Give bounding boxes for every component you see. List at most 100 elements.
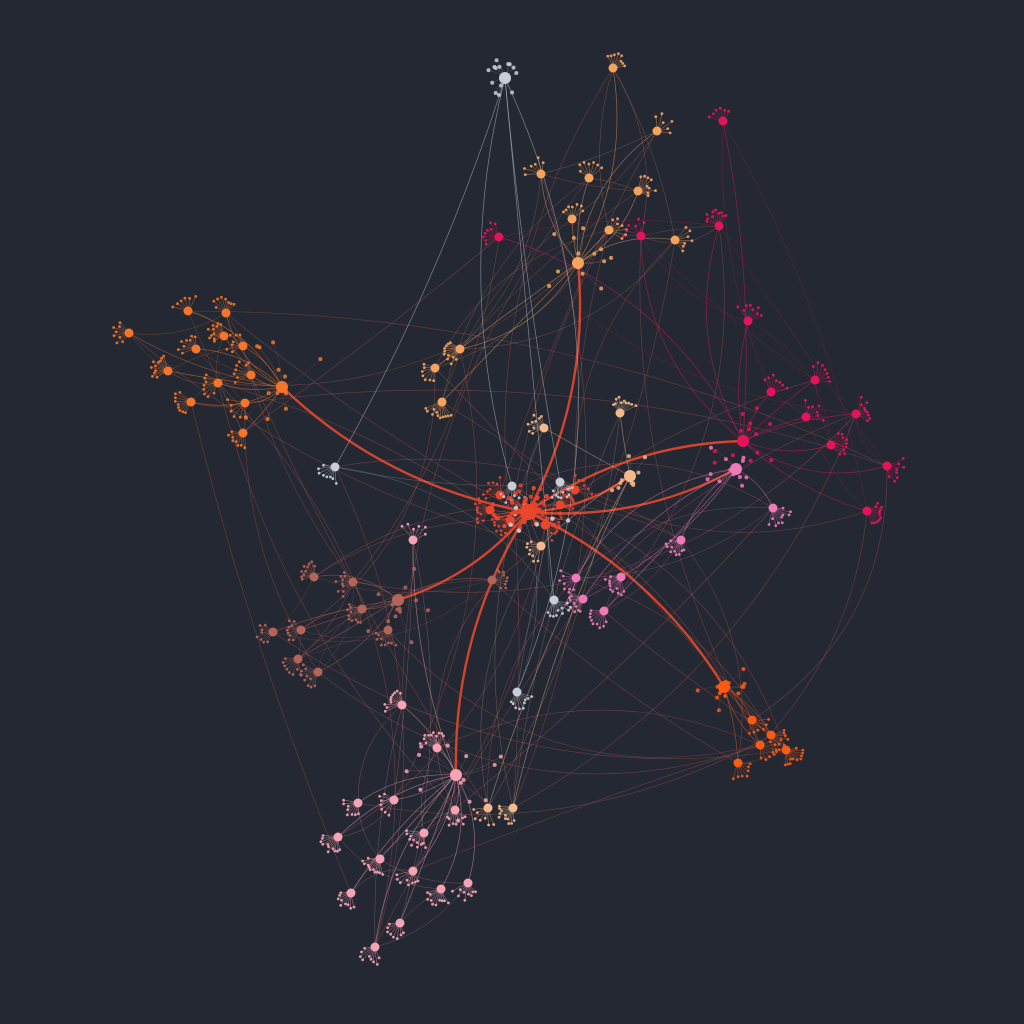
leaf-node[interactable] bbox=[518, 707, 521, 711]
small-node[interactable] bbox=[494, 58, 499, 63]
leaf-node[interactable] bbox=[234, 333, 238, 337]
leaf-node[interactable] bbox=[727, 109, 730, 113]
leaf-node[interactable] bbox=[523, 701, 526, 705]
small-node[interactable] bbox=[483, 798, 488, 803]
leaf-node[interactable] bbox=[309, 677, 312, 681]
small-node[interactable] bbox=[599, 286, 604, 291]
leaf-node[interactable] bbox=[259, 638, 263, 641]
small-node[interactable] bbox=[708, 472, 713, 477]
leaf-node[interactable] bbox=[467, 892, 470, 896]
leaf-node[interactable] bbox=[357, 812, 360, 816]
small-node[interactable] bbox=[741, 667, 746, 671]
leaf-node[interactable] bbox=[492, 823, 496, 826]
leaf-node[interactable] bbox=[176, 348, 180, 351]
leaf-node[interactable] bbox=[556, 609, 560, 612]
leaf-node[interactable] bbox=[736, 775, 740, 779]
leaf-node[interactable] bbox=[784, 734, 787, 738]
leaf-node[interactable] bbox=[473, 817, 477, 821]
hub-node[interactable] bbox=[572, 257, 584, 269]
leaf-node[interactable] bbox=[613, 53, 616, 57]
leaf-node[interactable] bbox=[417, 524, 421, 528]
subhub-node[interactable] bbox=[494, 232, 504, 242]
leaf-node[interactable] bbox=[554, 493, 558, 497]
leaf-node[interactable] bbox=[669, 550, 673, 554]
subhub-node[interactable] bbox=[768, 503, 778, 513]
leaf-node[interactable] bbox=[571, 497, 574, 501]
leaf-node[interactable] bbox=[444, 415, 447, 418]
leaf-node[interactable] bbox=[378, 871, 382, 875]
subhub-node[interactable] bbox=[419, 828, 429, 838]
leaf-node[interactable] bbox=[378, 794, 381, 798]
leaf-node[interactable] bbox=[114, 330, 118, 334]
small-node[interactable] bbox=[417, 752, 421, 757]
leaf-node[interactable] bbox=[600, 166, 604, 170]
leaf-node[interactable] bbox=[374, 631, 378, 635]
small-node[interactable] bbox=[744, 475, 749, 480]
leaf-node[interactable] bbox=[428, 378, 432, 382]
small-node[interactable] bbox=[738, 475, 742, 479]
leaf-node[interactable] bbox=[406, 522, 410, 526]
leaf-node[interactable] bbox=[681, 249, 685, 253]
leaf-node[interactable] bbox=[571, 499, 575, 503]
small-node[interactable] bbox=[695, 688, 700, 693]
leaf-node[interactable] bbox=[608, 579, 611, 583]
small-node[interactable] bbox=[404, 769, 409, 774]
leaf-node[interactable] bbox=[747, 765, 750, 769]
leaf-node[interactable] bbox=[562, 210, 565, 214]
leaf-node[interactable] bbox=[237, 360, 241, 364]
leaf-node[interactable] bbox=[572, 502, 576, 505]
leaf-node[interactable] bbox=[875, 520, 879, 524]
small-node[interactable] bbox=[403, 585, 408, 590]
leaf-node[interactable] bbox=[395, 689, 399, 693]
small-node[interactable] bbox=[609, 255, 614, 260]
leaf-node[interactable] bbox=[400, 524, 404, 528]
leaf-node[interactable] bbox=[152, 360, 155, 364]
leaf-node[interactable] bbox=[863, 406, 866, 410]
leaf-node[interactable] bbox=[331, 847, 335, 851]
leaf-node[interactable] bbox=[281, 661, 285, 664]
leaf-node[interactable] bbox=[461, 816, 464, 820]
leaf-node[interactable] bbox=[748, 762, 752, 766]
leaf-node[interactable] bbox=[616, 222, 619, 226]
leaf-node[interactable] bbox=[581, 209, 585, 213]
leaf-node[interactable] bbox=[546, 611, 550, 614]
subhub-node[interactable] bbox=[238, 341, 248, 351]
leaf-node[interactable] bbox=[838, 452, 842, 456]
small-node[interactable] bbox=[736, 691, 741, 696]
leaf-node[interactable] bbox=[451, 355, 455, 359]
leaf-node[interactable] bbox=[446, 342, 450, 346]
leaf-node[interactable] bbox=[317, 471, 321, 475]
leaf-node[interactable] bbox=[844, 445, 848, 449]
leaf-node[interactable] bbox=[372, 960, 375, 964]
leaf-node[interactable] bbox=[359, 621, 362, 624]
subhub-node[interactable] bbox=[333, 832, 343, 842]
leaf-node[interactable] bbox=[771, 373, 775, 377]
subhub-node[interactable] bbox=[186, 397, 196, 407]
leaf-node[interactable] bbox=[383, 810, 387, 814]
leaf-node[interactable] bbox=[423, 733, 427, 737]
small-node[interactable] bbox=[716, 708, 721, 713]
leaf-node[interactable] bbox=[495, 529, 498, 533]
leaf-node[interactable] bbox=[586, 487, 590, 490]
leaf-node[interactable] bbox=[845, 438, 849, 442]
leaf-node[interactable] bbox=[424, 741, 428, 745]
subhub-node[interactable] bbox=[714, 221, 724, 231]
leaf-node[interactable] bbox=[206, 327, 210, 331]
leaf-node[interactable] bbox=[299, 673, 303, 677]
leaf-node[interactable] bbox=[664, 542, 668, 546]
leaf-node[interactable] bbox=[416, 879, 420, 883]
leaf-node[interactable] bbox=[231, 436, 235, 439]
core-node[interactable] bbox=[535, 495, 540, 500]
leaf-node[interactable] bbox=[383, 703, 387, 706]
subhub-node[interactable] bbox=[408, 535, 418, 545]
small-node[interactable] bbox=[419, 744, 424, 749]
small-node[interactable] bbox=[499, 83, 503, 88]
subhub-node[interactable] bbox=[293, 654, 303, 664]
leaf-node[interactable] bbox=[349, 906, 353, 910]
small-node[interactable] bbox=[709, 445, 713, 450]
leaf-node[interactable] bbox=[745, 774, 749, 778]
small-node[interactable] bbox=[740, 412, 745, 416]
leaf-node[interactable] bbox=[239, 443, 243, 447]
leaf-node[interactable] bbox=[486, 229, 489, 232]
leaf-node[interactable] bbox=[643, 174, 646, 178]
